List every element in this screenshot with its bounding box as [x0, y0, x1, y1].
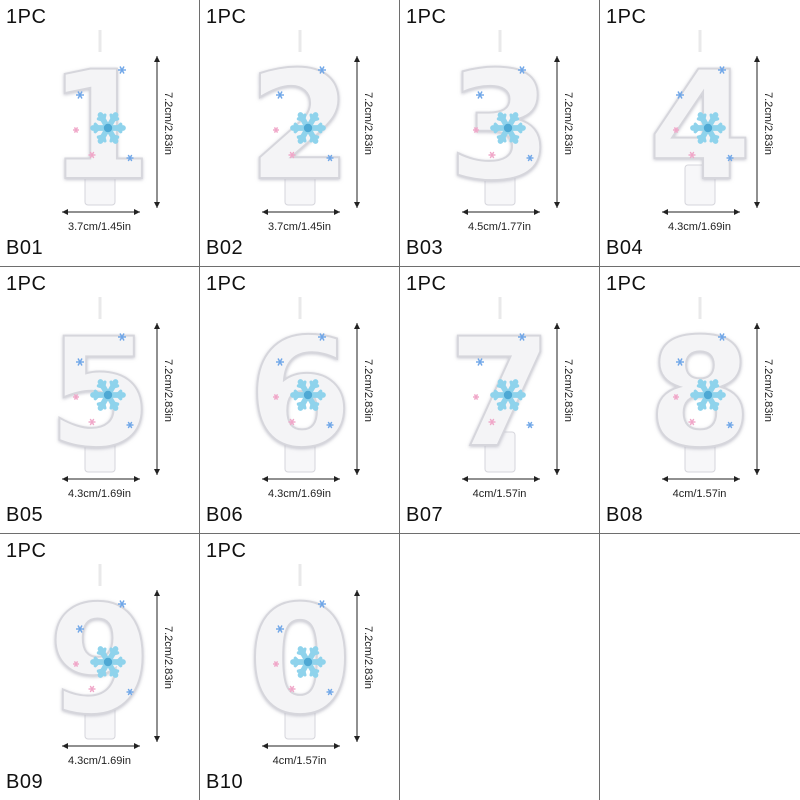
quantity-label: 1PC	[606, 6, 647, 28]
height-dimension: 7.2cm/2.83in	[362, 92, 374, 155]
snowflake-decoration	[690, 379, 726, 411]
product-cell: 4 1PC B04 4.3cm/1.69in 7.2cm/2.83in	[600, 0, 799, 266]
grid-divider	[599, 0, 600, 800]
quantity-label: 1PC	[206, 6, 247, 28]
dimension-lines	[62, 56, 160, 215]
dimension-lines	[462, 56, 560, 215]
candle-base	[84, 698, 116, 740]
number-candle-image: 7	[447, 297, 553, 482]
snowflake-decoration	[690, 112, 726, 144]
snowflake-decoration	[490, 112, 526, 144]
dimension-lines	[662, 323, 760, 482]
grid-divider	[199, 0, 200, 800]
height-dimension: 7.2cm/2.83in	[162, 626, 174, 689]
grid-divider	[0, 266, 800, 267]
quantity-label: 1PC	[6, 273, 47, 295]
width-dimension: 4.3cm/1.69in	[268, 488, 331, 500]
quantity-label: 1PC	[206, 540, 247, 562]
candle-base	[684, 431, 716, 473]
dimension-lines	[262, 590, 360, 749]
height-dimension: 7.2cm/2.83in	[362, 626, 374, 689]
candle-digit: 8	[648, 307, 752, 481]
product-code: B03	[406, 237, 444, 259]
dimension-lines	[262, 323, 360, 482]
dimension-lines	[262, 56, 360, 215]
candle-base	[284, 164, 316, 206]
snowflake-decoration	[90, 379, 126, 411]
candle-base	[84, 164, 116, 206]
candle-base	[684, 164, 716, 206]
height-dimension: 7.2cm/2.83in	[762, 359, 774, 422]
width-dimension: 4.3cm/1.69in	[68, 488, 131, 500]
height-dimension: 7.2cm/2.83in	[162, 92, 174, 155]
quantity-label: 1PC	[6, 6, 47, 28]
product-cell: 5 1PC B05 4.3cm/1.69in 7.2cm/2.83in	[0, 267, 199, 533]
number-candle-image: 1	[47, 30, 153, 215]
height-dimension: 7.2cm/2.83in	[562, 359, 574, 422]
product-code: B06	[206, 504, 244, 526]
grid-divider	[0, 533, 800, 534]
number-candle-image: 8	[647, 297, 753, 482]
product-cell: 7 1PC B07 4cm/1.57in 7.2cm/2.83in	[400, 267, 599, 533]
product-code: B10	[206, 771, 244, 793]
grid-divider	[399, 0, 400, 800]
candle-base	[284, 431, 316, 473]
width-dimension: 4cm/1.57in	[672, 488, 727, 500]
product-cell: 8 1PC B08 4cm/1.57in 7.2cm/2.83in	[600, 267, 799, 533]
product-code: B08	[606, 504, 644, 526]
width-dimension: 4.5cm/1.77in	[468, 221, 531, 233]
dimension-lines	[462, 323, 560, 482]
snowflake-decoration	[290, 646, 326, 678]
product-code: B04	[606, 237, 644, 259]
quantity-label: 1PC	[206, 273, 247, 295]
width-dimension: 4cm/1.57in	[272, 755, 327, 767]
candle-base	[84, 431, 116, 473]
snowflake-decoration	[490, 379, 526, 411]
number-candle-image: 3	[447, 30, 553, 215]
snowflake-decoration	[90, 112, 126, 144]
number-candle-image: 4	[647, 30, 753, 215]
product-cell: 6 1PC B06 4.3cm/1.69in 7.2cm/2.83in	[200, 267, 399, 533]
candle-digit: 3	[448, 40, 552, 214]
product-cell: 3 1PC B03 4.5cm/1.77in 7.2cm/2.83in	[400, 0, 599, 266]
width-dimension: 4.3cm/1.69in	[668, 221, 731, 233]
product-code: B09	[6, 771, 44, 793]
snowflake-decoration	[290, 112, 326, 144]
width-dimension: 3.7cm/1.45in	[268, 221, 331, 233]
snowflake-decoration	[90, 646, 126, 678]
dimension-lines	[62, 590, 160, 749]
quantity-label: 1PC	[606, 273, 647, 295]
product-cell: 0 1PC B10 4cm/1.57in 7.2cm/2.83in	[200, 534, 399, 800]
product-code: B01	[6, 237, 44, 259]
number-candle-image: 2	[247, 30, 353, 215]
product-code: B07	[406, 504, 444, 526]
number-candle-image: 6	[247, 297, 353, 482]
width-dimension: 3.7cm/1.45in	[68, 221, 131, 233]
quantity-label: 1PC	[6, 540, 47, 562]
width-dimension: 4cm/1.57in	[472, 488, 527, 500]
quantity-label: 1PC	[406, 273, 447, 295]
product-code: B02	[206, 237, 244, 259]
number-candle-image: 9	[47, 564, 153, 749]
product-cell: 1 1PC B01 3.7cm/1.45in 7.2cm/2.83in	[0, 0, 199, 266]
candle-base	[484, 431, 516, 473]
product-cell: 2 1PC B02 3.7cm/1.45in 7.2cm/2.83in	[200, 0, 399, 266]
height-dimension: 7.2cm/2.83in	[562, 92, 574, 155]
width-dimension: 4.3cm/1.69in	[68, 755, 131, 767]
candle-base	[284, 698, 316, 740]
height-dimension: 7.2cm/2.83in	[762, 92, 774, 155]
product-code: B05	[6, 504, 44, 526]
height-dimension: 7.2cm/2.83in	[362, 359, 374, 422]
quantity-label: 1PC	[406, 6, 447, 28]
product-cell: 9 1PC B09 4.3cm/1.69in 7.2cm/2.83in	[0, 534, 199, 800]
number-candle-image: 5	[47, 297, 153, 482]
candle-base	[484, 164, 516, 206]
snowflake-decoration	[290, 379, 326, 411]
height-dimension: 7.2cm/2.83in	[162, 359, 174, 422]
dimension-lines	[662, 56, 760, 215]
dimension-lines	[62, 323, 160, 482]
number-candle-image: 0	[247, 564, 353, 749]
